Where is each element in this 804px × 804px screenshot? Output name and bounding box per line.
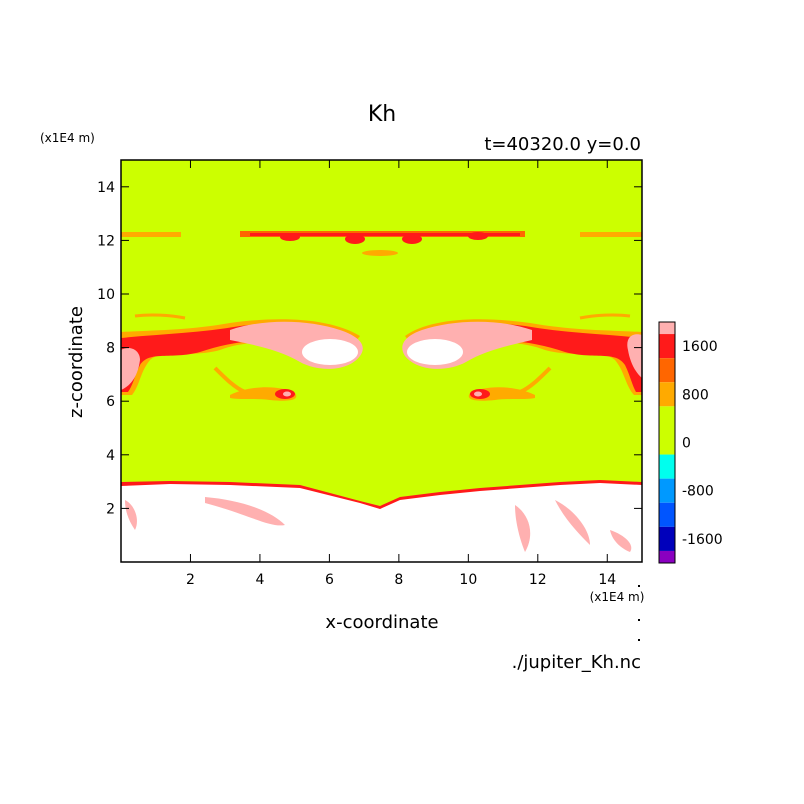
right-filament — [519, 366, 552, 394]
marker-dot — [638, 585, 640, 587]
left-lower-arm-tip — [283, 391, 291, 397]
contour-fill — [121, 231, 642, 562]
x-tick-label: 4 — [255, 572, 264, 588]
source-file-label: ./jupiter_Kh.nc — [512, 652, 641, 673]
x-unit-label: (x1E4 m) — [590, 590, 645, 604]
lower-layer-patch — [515, 505, 531, 552]
lower-layer-patch — [555, 500, 590, 545]
x-axis-label: x-coordinate — [325, 612, 438, 633]
colorbar-swatch — [659, 454, 675, 479]
colorbar-label: 1600 — [682, 339, 718, 355]
colorbar-swatch — [659, 406, 675, 455]
colorbar-swatch — [659, 502, 675, 527]
colorbar-swatch — [659, 550, 675, 563]
x-tick-label: 8 — [394, 572, 403, 588]
colorbar-swatch — [659, 334, 675, 359]
upper-band — [580, 232, 642, 237]
colorbar-frame — [658, 321, 676, 564]
lower-layer-patch — [205, 497, 285, 526]
upper-band — [121, 232, 181, 237]
colorbar-swatch — [659, 478, 675, 503]
x-tick-label: 12 — [529, 572, 547, 588]
upper-band-blob — [402, 234, 422, 244]
y-tick-label: 6 — [106, 394, 115, 410]
chart-title: Kh — [368, 102, 396, 127]
upper-band-blob — [280, 233, 300, 241]
lower-layer-saturated — [121, 483, 642, 562]
x-tick-label: 6 — [325, 572, 334, 588]
colorbar-label: 800 — [682, 387, 709, 403]
y-unit-label: (x1E4 m) — [40, 131, 95, 145]
colorbar-label: -800 — [682, 484, 714, 500]
axis-marker-dots — [638, 585, 640, 641]
plot-frame — [120, 159, 643, 563]
colorbar-swatch — [659, 322, 675, 335]
right-lower-arm-tip — [474, 391, 482, 397]
thin-band — [134, 313, 186, 320]
colorbar-label: 0 — [682, 436, 691, 452]
y-tick-label: 8 — [106, 341, 115, 357]
y-tick-label: 14 — [97, 180, 115, 196]
colorbar-label: -1600 — [682, 532, 723, 548]
y-tick-label: 10 — [97, 287, 115, 303]
plot-area: 2 4 6 8 10 12 14 2 4 6 8 10 12 14 — [97, 159, 643, 588]
colorbar: 1600 800 0 -800 -1600 — [658, 321, 723, 564]
upper-band-blob — [345, 234, 365, 244]
marker-dot — [638, 619, 640, 621]
x-tick-label: 2 — [186, 572, 195, 588]
y-tick-label: 12 — [97, 233, 115, 249]
right-vortex-core — [407, 339, 463, 365]
right-edge-pink — [627, 334, 642, 378]
y-tick-label: 4 — [106, 448, 115, 464]
y-axis-label: z-coordinate — [66, 306, 87, 418]
y-axis-ticks: 2 4 6 8 10 12 14 — [97, 180, 642, 517]
colorbar-swatch — [659, 358, 675, 383]
x-tick-label: 14 — [598, 572, 616, 588]
colorbar-swatch — [659, 382, 675, 407]
x-axis-ticks: 2 4 6 8 10 12 14 — [186, 160, 616, 588]
lower-layer-patch — [125, 500, 137, 530]
left-filament — [213, 366, 246, 394]
upper-band-blob — [468, 232, 488, 240]
upper-band-blob — [362, 250, 398, 256]
left-vortex-core — [302, 339, 358, 365]
y-tick-label: 2 — [106, 501, 115, 517]
x-tick-label: 10 — [459, 572, 477, 588]
lower-layer-patch — [610, 530, 632, 552]
chart-subtitle: t=40320.0 y=0.0 — [484, 134, 641, 155]
marker-dot — [638, 639, 640, 641]
upper-band — [250, 233, 520, 236]
colorbar-swatch — [659, 526, 675, 551]
left-edge-pink — [121, 348, 140, 390]
thin-band — [579, 313, 631, 320]
